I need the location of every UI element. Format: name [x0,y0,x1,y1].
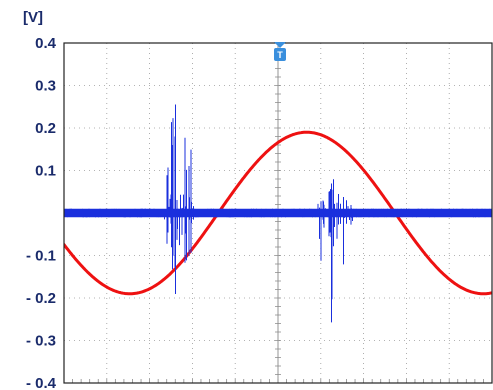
y-tick-label: - 0.4 [26,375,57,390]
y-tick-label: - 0.1 [26,248,56,265]
y-tick-label: 0.1 [35,163,56,180]
trigger-badge [274,48,286,61]
y-tick-label: - 0.2 [26,290,56,307]
trigger-marker[interactable]: T [274,42,286,61]
plot-area [63,42,493,384]
y-tick-label: 0.2 [35,120,56,137]
y-axis-unit-label: [V] [23,9,43,26]
y-tick-label: 0.3 [35,78,56,95]
series-noise-band [64,208,492,218]
trigger-arrow-icon [274,42,286,48]
y-tick-label: - 0.3 [26,333,56,350]
y-axis-tick-labels: 0.4 0.3 0.2 0.1 - 0.1 - 0.2 - 0.3 - 0.4 [26,35,57,390]
trigger-label: T [277,50,283,60]
series-line-sine [64,130,492,296]
y-tick-label: 0.4 [35,35,57,52]
traces [64,104,492,323]
